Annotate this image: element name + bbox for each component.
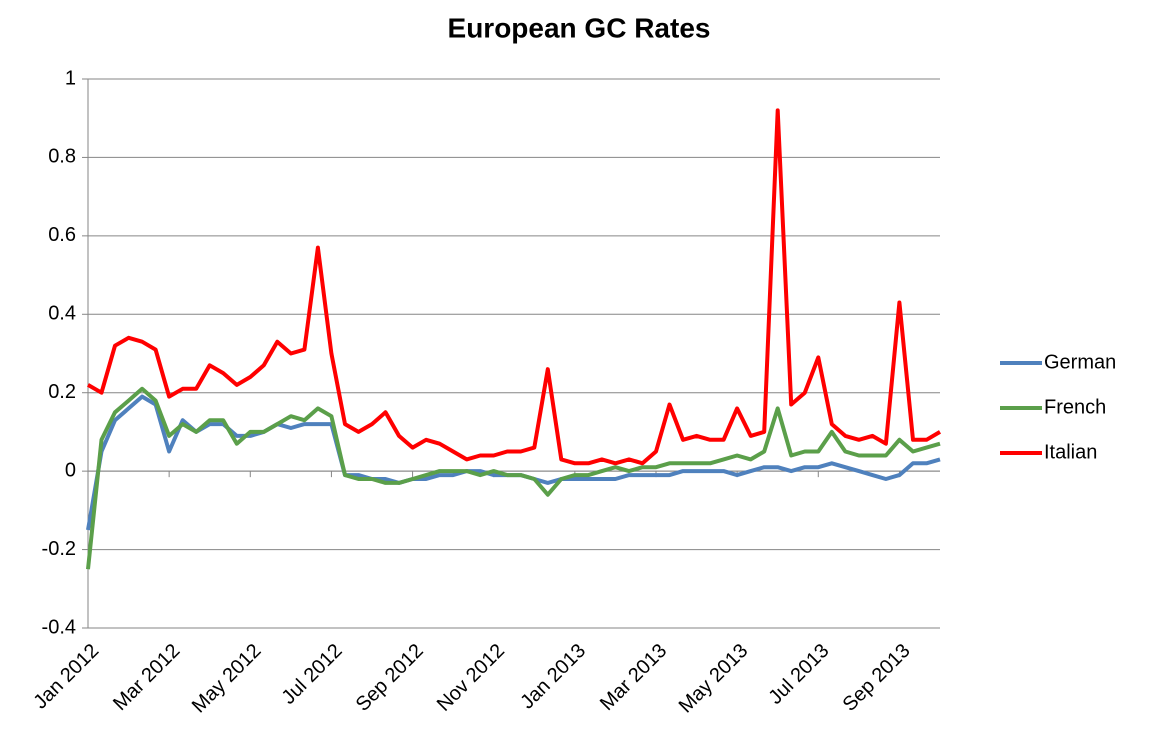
x-tick-label: Jul 2012: [278, 640, 347, 709]
x-tick-label: Sep 2012: [352, 640, 428, 716]
x-tick-label: Mar 2013: [596, 640, 671, 715]
legend-label: French: [1044, 396, 1106, 418]
y-tick-label: 0.8: [48, 146, 76, 168]
x-tick-label: May 2012: [188, 640, 266, 718]
y-tick-label: -0.2: [42, 538, 76, 560]
y-tick-label: 0.2: [48, 381, 76, 403]
legend-label: Italian: [1044, 441, 1097, 463]
series-line: [86, 386, 941, 570]
y-tick-label: -0.4: [42, 616, 76, 638]
x-tick-label: Nov 2012: [433, 640, 509, 716]
x-tick-label: Jan 2013: [516, 640, 590, 714]
chart-title: European GC Rates: [448, 12, 711, 43]
x-tick-label: Jan 2012: [30, 640, 104, 714]
x-tick-label: Mar 2012: [109, 640, 184, 715]
y-tick-label: 1: [65, 67, 76, 89]
legend-label: German: [1044, 351, 1116, 373]
y-tick-label: 0.6: [48, 224, 76, 246]
x-tick-label: May 2013: [675, 640, 753, 718]
series-line: [86, 394, 941, 531]
series-line: [86, 108, 942, 466]
x-tick-label: Jul 2013: [765, 640, 834, 709]
y-tick-label: 0: [65, 459, 76, 481]
x-tick-label: Sep 2013: [839, 640, 915, 716]
y-tick-label: 0.4: [48, 303, 76, 325]
